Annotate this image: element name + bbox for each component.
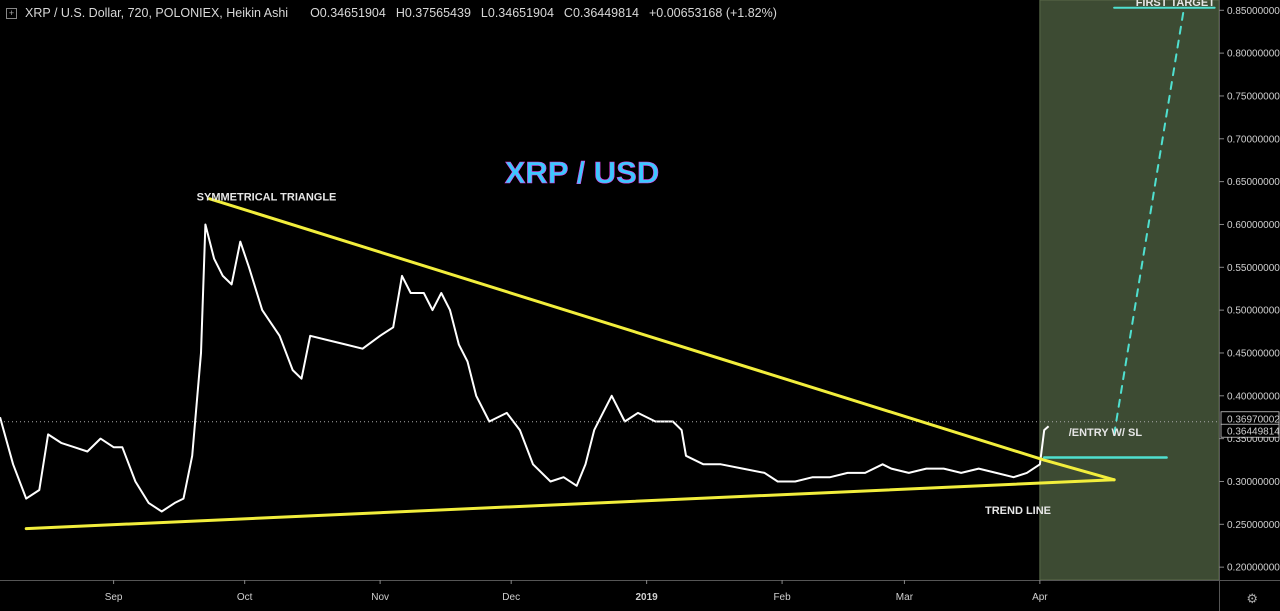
current-price-label: 0.36970002 [1227,414,1280,425]
chart-title: XRP / USD [505,155,659,190]
target-projection-path [1113,6,1186,436]
time-tick-label: Oct [237,592,253,603]
close-value: C0.36449814 [563,6,639,20]
price-tick-label: 0.60000000 [1227,220,1280,231]
lower-trendline [24,478,1116,531]
current-price-box [1220,423,1280,438]
time-tick-label: Feb [773,592,791,603]
price-tick-label: 0.30000000 [1227,477,1280,488]
time-axis: Sep Oct Nov Dec 2019 Feb Mar Apr [105,580,1048,603]
price-line [0,223,1050,513]
upper-trendline [208,197,1046,462]
time-tick-label: Nov [371,592,389,603]
settings-gear-icon[interactable]: ⚙ [1246,591,1258,606]
open-value: O0.34651904 [310,6,386,20]
low-value: L0.34651904 [480,6,554,20]
time-tick-label: Mar [896,592,914,603]
annotation-label: /ENTRY W/ SL [1069,427,1143,439]
price-tick-label: 0.70000000 [1227,134,1280,145]
time-tick-label: Sep [105,592,123,603]
time-tick-label: Dec [502,592,520,603]
price-tick-label: 0.85000000 [1227,6,1280,17]
triangle-apex-line [1042,458,1116,482]
symbol-label[interactable]: XRP / U.S. Dollar, 720, POLONIEX, Heikin… [25,6,289,20]
price-axis: 0.20000000 0.25000000 0.30000000 0.35000000… [1219,6,1280,574]
price-tick-label: 0.40000000 [1227,391,1280,402]
price-tick-label: 0.50000000 [1227,306,1280,317]
price-tick-label: 0.20000000 [1227,563,1280,574]
annotation-label: FIRST TARGET [1136,0,1216,9]
expand-icon[interactable]: + [6,7,17,19]
ohlc-values: O0.34651904 H0.37565439 L0.34651904 C0.3… [310,6,777,20]
price-tick-label: 0.75000000 [1227,91,1280,102]
price-tick-label: 0.35000000 [1227,434,1280,445]
price-tick-label: 0.65000000 [1227,177,1280,188]
high-value: H0.37565439 [395,6,471,20]
drawings [24,6,1216,531]
time-tick-label: Apr [1032,592,1048,603]
price-series [0,223,1050,513]
annotations: SYMMETRICAL TRIANGLE TREND LINE/ENTRY W/ … [197,0,1216,517]
forecast-zone [1039,0,1220,581]
current-price-label: 0.36449814 [1227,427,1280,438]
annotation-label: TREND LINE [985,505,1051,517]
change-value: +0.00653168 (+1.82%) [649,6,777,20]
price-tick-label: 0.80000000 [1227,49,1280,60]
price-tick-label: 0.45000000 [1227,348,1280,359]
annotation-label: SYMMETRICAL TRIANGLE [197,191,337,203]
chart-background [0,0,1219,580]
price-tick-label: 0.25000000 [1227,520,1280,531]
time-tick-label: 2019 [636,592,659,603]
chart-header: + XRP / U.S. Dollar, 720, POLONIEX, Heik… [6,6,777,20]
price-tick-label: 0.55000000 [1227,263,1280,274]
